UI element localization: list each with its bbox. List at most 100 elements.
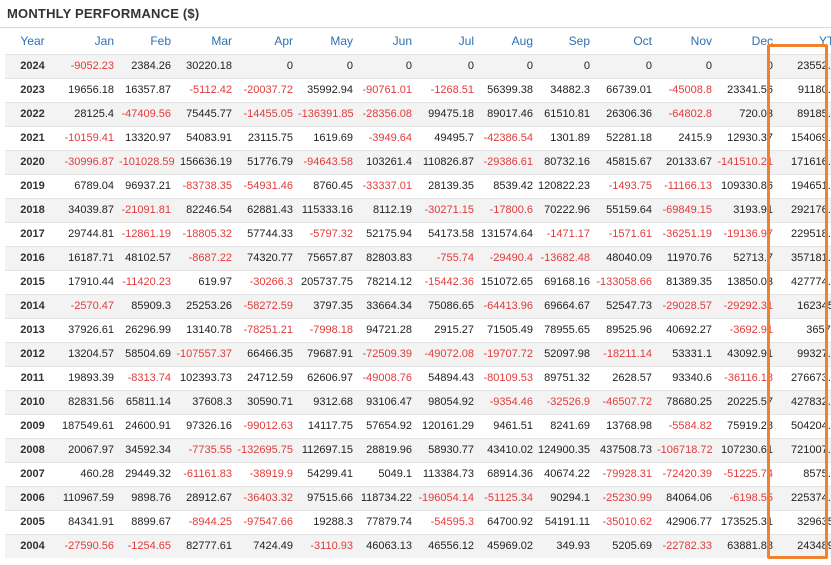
ytd-cell: 171616.89 [778, 149, 831, 174]
year-cell: 2009 [5, 413, 60, 438]
column-header-jan[interactable]: Jan [94, 34, 114, 49]
month-value-cell: 25253.26 [176, 293, 237, 318]
column-header-year[interactable]: Year [20, 34, 45, 49]
month-value-cell: 93106.47 [358, 389, 417, 414]
month-value-cell: 19288.3 [298, 509, 358, 534]
month-value-cell: 62606.97 [298, 365, 358, 390]
month-value-cell: 8112.19 [358, 197, 417, 222]
month-value-cell: 19656.18 [60, 77, 119, 102]
month-value-cell: -17800.6 [479, 197, 538, 222]
column-header-sep[interactable]: Sep [568, 34, 590, 49]
ytd-cell: 194651.86 [778, 173, 831, 198]
month-value-cell: 437508.73 [595, 437, 657, 462]
ytd-cell: 504204.65 [778, 413, 831, 438]
month-value-cell: 90294.1 [538, 485, 595, 510]
table-row: 2021 -10159.41 13320.97 54083.91 23115.75 161… [5, 125, 831, 150]
month-value-cell: -107557.37 [176, 341, 237, 366]
ytd-cell: 427832.52 [778, 389, 831, 414]
table-row: 2005 84341.91 8899.67 -8944.25 -97547.66 1928… [5, 509, 831, 534]
month-value-cell: -11420.23 [119, 269, 176, 294]
month-value-cell: -42386.54 [479, 125, 538, 150]
column-header-jul[interactable]: Jul [458, 34, 474, 49]
ytd-cell: 154069.77 [778, 125, 831, 150]
month-value-cell: 45969.02 [479, 533, 538, 558]
year-cell: 2011 [5, 365, 60, 390]
month-value-cell: 65811.14 [119, 389, 176, 414]
year-cell: 2010 [5, 389, 60, 414]
month-value-cell: 80732.16 [538, 149, 595, 174]
table-row: 2012 13204.57 58504.69 -107557.37 66466.35 79… [5, 341, 831, 366]
month-value-cell: 78680.25 [657, 389, 717, 414]
month-value-cell: -196054.14 [417, 485, 479, 510]
year-cell: 2024 [5, 53, 60, 78]
column-header-mar[interactable]: Mar [211, 34, 232, 49]
month-value-cell: 96937.21 [119, 173, 176, 198]
month-value-cell: 46556.12 [417, 533, 479, 558]
column-header-jun[interactable]: Jun [392, 34, 412, 49]
month-value-cell: 79687.91 [298, 341, 358, 366]
month-value-cell: 42906.77 [657, 509, 717, 534]
column-header-feb[interactable]: Feb [150, 34, 171, 49]
month-value-cell: -5797.32 [298, 221, 358, 246]
month-value-cell: 30590.71 [237, 389, 298, 414]
month-value-cell: 1301.89 [538, 125, 595, 150]
month-value-cell: -58272.59 [237, 293, 298, 318]
month-value-cell: 720.03 [717, 101, 778, 126]
month-value-cell: -51125.34 [479, 485, 538, 510]
month-value-cell: 8241.69 [538, 413, 595, 438]
month-value-cell: 9312.68 [298, 389, 358, 414]
month-value-cell: 98054.92 [417, 389, 479, 414]
month-value-cell: -5584.82 [657, 413, 717, 438]
month-value-cell: 349.93 [538, 533, 595, 558]
month-value-cell: -3692.91 [717, 317, 778, 342]
month-value-cell: 84064.06 [657, 485, 717, 510]
month-value-cell: 81389.35 [657, 269, 717, 294]
month-value-cell: 0 [298, 53, 358, 78]
month-value-cell: 82777.61 [176, 533, 237, 558]
ytd-cell: 225374.72 [778, 485, 831, 510]
column-header-apr[interactable]: Apr [274, 34, 293, 49]
ytd-cell: 162345.4 [778, 293, 831, 318]
column-header-oct[interactable]: Oct [633, 34, 652, 49]
month-value-cell: 0 [358, 53, 417, 78]
month-value-cell: 52097.98 [538, 341, 595, 366]
ytd-cell: 23552.21 [778, 53, 831, 78]
month-value-cell: 120822.23 [538, 173, 595, 198]
month-value-cell: -19707.72 [479, 341, 538, 366]
column-header-ytd[interactable]: YTD [819, 34, 831, 49]
column-header-may[interactable]: May [330, 34, 353, 49]
month-value-cell: -6198.55 [717, 485, 778, 510]
month-value-cell: 23115.75 [237, 125, 298, 150]
month-value-cell: -28356.08 [358, 101, 417, 126]
month-value-cell: 51776.79 [237, 149, 298, 174]
month-value-cell: -1471.17 [538, 221, 595, 246]
month-value-cell: 57744.33 [237, 221, 298, 246]
month-value-cell: -8313.74 [119, 365, 176, 390]
ytd-cell: 8575.25 [778, 461, 831, 486]
month-value-cell: 75086.65 [417, 293, 479, 318]
month-value-cell: 48102.57 [119, 245, 176, 270]
column-header-dec[interactable]: Dec [751, 34, 773, 49]
month-value-cell: -90761.01 [358, 77, 417, 102]
month-value-cell: 34882.3 [538, 77, 595, 102]
title-divider [0, 27, 831, 28]
month-value-cell: 54173.58 [417, 221, 479, 246]
column-header-aug[interactable]: Aug [511, 34, 533, 49]
month-value-cell: 53331.1 [657, 341, 717, 366]
month-value-cell: -106718.72 [657, 437, 717, 462]
month-value-cell: 0 [417, 53, 479, 78]
year-cell: 2019 [5, 173, 60, 198]
month-value-cell: 2915.27 [417, 317, 479, 342]
column-header-nov[interactable]: Nov [690, 34, 712, 49]
month-value-cell: 62881.43 [237, 197, 298, 222]
month-value-cell: 55159.64 [595, 197, 657, 222]
month-value-cell: 2415.9 [657, 125, 717, 150]
month-value-cell: -30271.15 [417, 197, 479, 222]
month-value-cell: 187549.61 [60, 413, 119, 438]
month-value-cell: -33337.01 [358, 173, 417, 198]
month-value-cell: 131574.64 [479, 221, 538, 246]
table-row: 2010 82831.56 65811.14 37608.3 30590.71 9312.… [5, 389, 831, 414]
month-value-cell: -32526.9 [538, 389, 595, 414]
month-value-cell: 16357.87 [119, 77, 176, 102]
month-value-cell: -20037.72 [237, 77, 298, 102]
